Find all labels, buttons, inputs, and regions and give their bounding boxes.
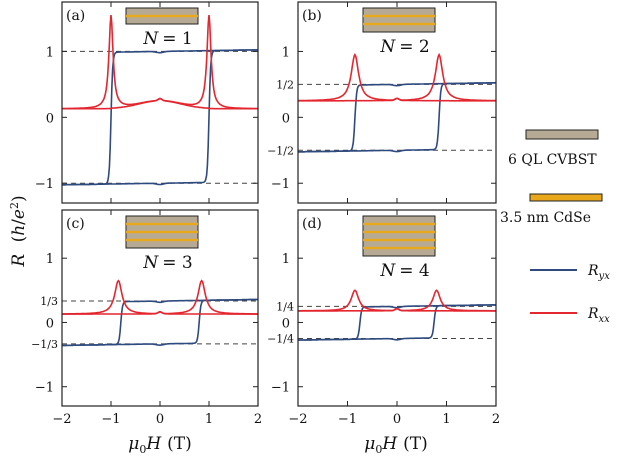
y-tick-label: 1 (46, 45, 54, 60)
y-tick-label: 0 (46, 316, 54, 331)
panel-d: −2 −1 0 1 2 −1 0 1 1/4 −1/4 (d) N = 4 (267, 209, 500, 427)
cdse-layer (126, 238, 198, 242)
cdse-layer (363, 22, 435, 26)
x-axis-label-left: μ0H (T) (128, 434, 192, 456)
layer-stack-icon (362, 215, 436, 257)
cdse-swatch (529, 193, 603, 202)
rxx-curve-right (298, 289, 496, 312)
panel-label: (c) (66, 216, 85, 232)
panel-b: −1 0 1 1/2 −1/2 (b) N = 2 (267, 1, 497, 204)
layer-count-label: N = 3 (142, 253, 192, 273)
ryx-curve-sweep-down (298, 304, 496, 341)
y-tick-label: 0 (282, 111, 290, 126)
rxx-curve-left (62, 279, 258, 315)
cdse-layer (126, 14, 198, 18)
layer-count-label: N = 4 (379, 261, 429, 281)
cdse-layer (363, 14, 435, 18)
ryx-legend-label: Ryx (587, 263, 610, 282)
layer-count-label: N = 2 (379, 37, 429, 57)
svg-text:μ0H(T): μ0H (T) (364, 434, 428, 456)
ryx-curve-sweep-down (62, 298, 258, 347)
ryx-curve-sweep-up (62, 298, 258, 347)
x-tick-label: 2 (254, 412, 262, 427)
y-axis-label-symbol: R (9, 254, 29, 268)
cdse-layer (126, 230, 198, 234)
quantized-label-positive: 1/4 (276, 300, 294, 313)
rxx-legend-label: Rxx (587, 306, 610, 325)
ryx-curve-sweep-up (298, 82, 496, 153)
svg-text:R (h/e2): R (h/e2) (8, 195, 29, 267)
x-tick-label: −2 (52, 412, 71, 427)
y-tick-label: 1 (282, 252, 290, 267)
cvbst-layer-block (362, 7, 436, 33)
quantized-label-negative: −1/2 (267, 144, 294, 157)
panels: −1 0 1 (a) N = 1 −1 0 1 1/2 −1/2 (b) N = 2 −2 −1 0 1 2 −1 0 1… (31, 1, 500, 427)
material-legend: 6 QL CVBST 3.5 nm CdSe (500, 129, 603, 226)
cdse-layer (363, 222, 435, 226)
cdse-layer (363, 246, 435, 250)
rxx-curve-right (62, 15, 258, 110)
ryx-curve-sweep-up (62, 49, 258, 186)
y-tick-label: −1 (35, 177, 54, 192)
layer-count-label: N = 1 (142, 29, 192, 49)
x-tick-label: −1 (338, 412, 357, 427)
panel-label: (b) (302, 8, 322, 24)
panel-c: −2 −1 0 1 2 −1 0 1 1/3 −1/3 (c) N = 3 (31, 209, 262, 427)
panel-label: (a) (66, 8, 85, 24)
y-tick-label: 0 (282, 316, 290, 331)
panel-frame (61, 1, 259, 204)
y-tick-label: 1 (46, 252, 54, 267)
y-axis-label: R (h/e2) (8, 195, 29, 267)
y-tick-label: 1 (282, 45, 290, 60)
y-tick-label: −1 (35, 381, 54, 396)
cdse-label: 3.5 nm CdSe (500, 210, 591, 226)
layer-stack-icon (125, 215, 199, 249)
y-tick-label: −1 (271, 177, 290, 192)
y-tick-label: 0 (46, 111, 54, 126)
x-tick-label: 2 (492, 412, 500, 427)
x-tick-label: 0 (156, 412, 164, 427)
x-tick-label: 1 (442, 412, 450, 427)
cdse-layer (363, 238, 435, 242)
svg-text:μ0H(T): μ0H (T) (128, 434, 192, 456)
layer-stack-icon (125, 7, 199, 25)
cvbst-label: 6 QL CVBST (508, 152, 597, 168)
quantized-label-negative: −1/3 (31, 338, 58, 351)
layer-stack-icon (362, 7, 436, 33)
x-tick-label: 1 (205, 412, 213, 427)
rxx-curve-left (298, 52, 496, 102)
panel-a: −1 0 1 (a) N = 1 (35, 1, 259, 204)
cvbst-layer-block (362, 215, 436, 257)
x-tick-label: −1 (101, 412, 120, 427)
quantized-label-positive: 1/2 (276, 78, 294, 91)
rxx-curve-right (298, 52, 496, 102)
panel-label: (d) (302, 216, 322, 232)
x-tick-label: 0 (393, 412, 401, 427)
x-axis-label-right: μ0H (T) (364, 434, 428, 456)
x-tick-label: −2 (288, 412, 307, 427)
y-tick-label: −1 (271, 381, 290, 396)
ryx-curve-sweep-down (298, 82, 496, 153)
rxx-curve-right (62, 279, 258, 315)
quantized-label-negative: −1/4 (267, 333, 294, 346)
cvbst-swatch (525, 129, 599, 140)
rxx-curve-left (62, 15, 258, 110)
ryx-curve-sweep-down (62, 49, 258, 186)
quantized-label-positive: 1/3 (40, 295, 58, 308)
cdse-layer (363, 230, 435, 234)
series-legend: Ryx Rxx (530, 263, 610, 325)
cdse-layer (126, 222, 198, 226)
